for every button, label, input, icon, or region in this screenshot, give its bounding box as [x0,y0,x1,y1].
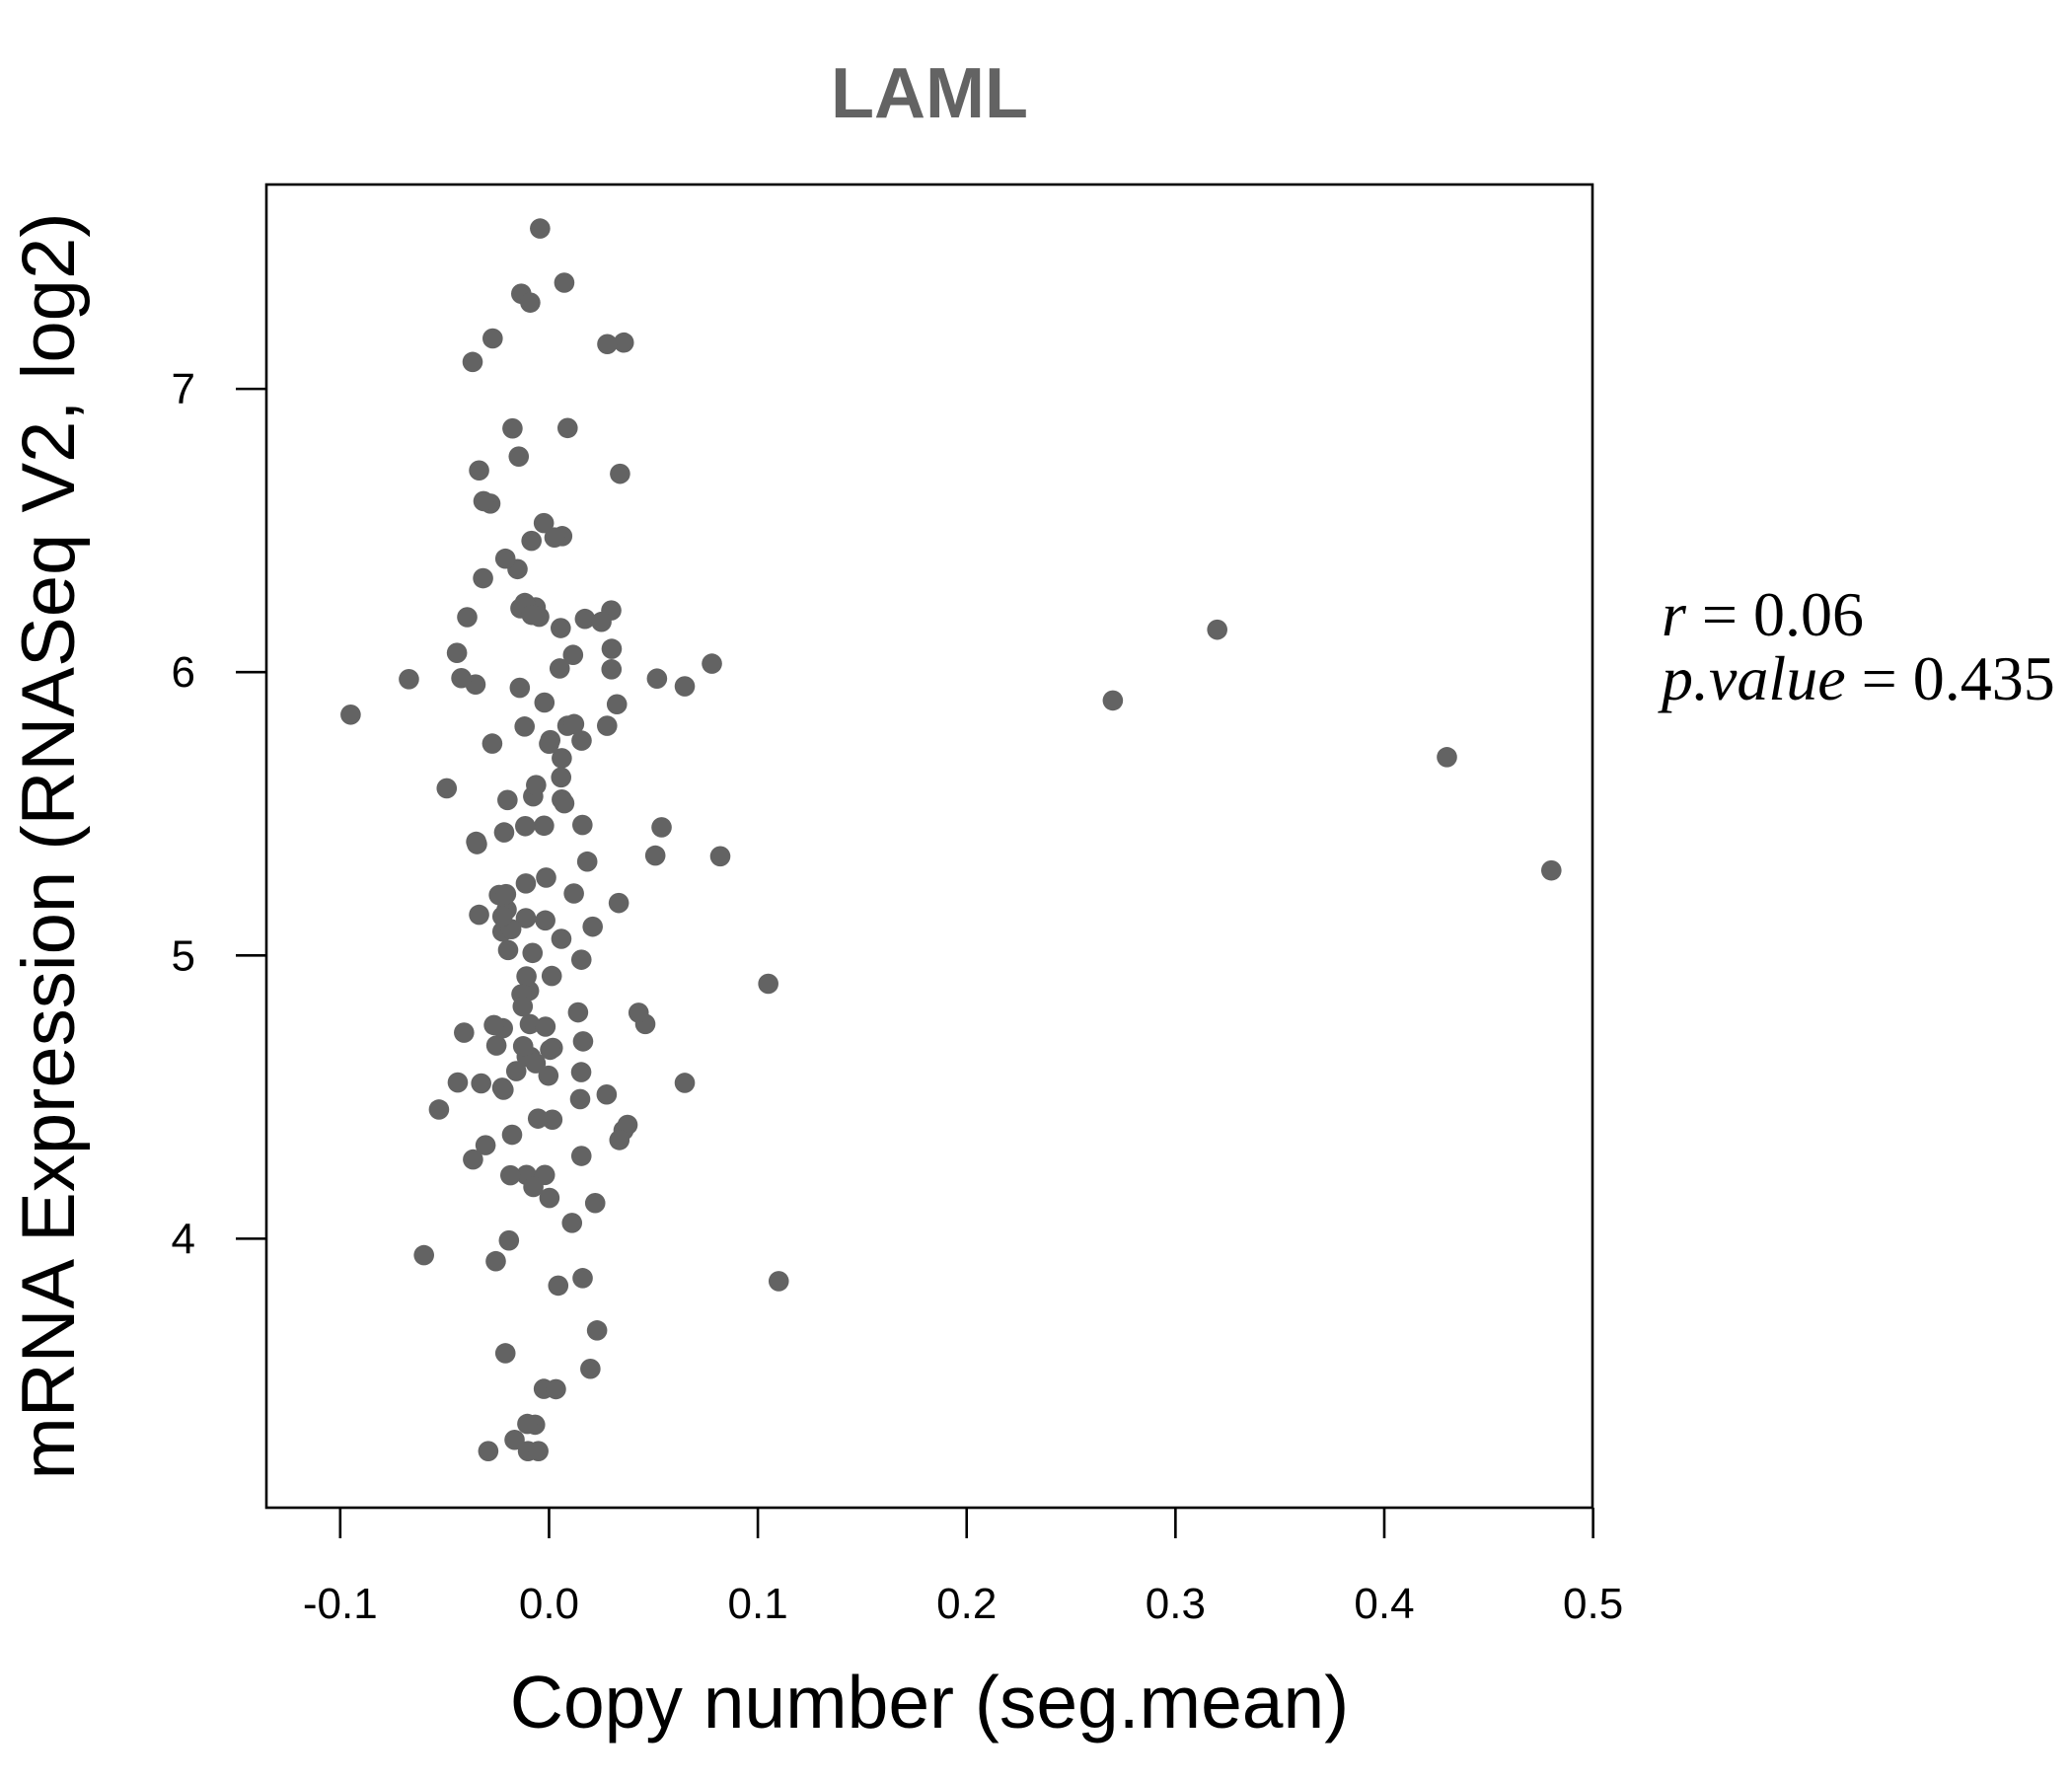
svg-text:0.5: 0.5 [1563,1580,1623,1628]
svg-text:LAML: LAML [831,54,1028,133]
svg-text:0.1: 0.1 [728,1580,788,1628]
svg-text:4: 4 [172,1215,195,1263]
svg-text:0.4: 0.4 [1354,1580,1414,1628]
svg-text:p.value = 0.435: p.value = 0.435 [1658,643,2055,713]
svg-text:0.3: 0.3 [1146,1580,1206,1628]
svg-text:5: 5 [172,931,195,980]
svg-text:0.0: 0.0 [519,1580,579,1628]
svg-text:-0.1: -0.1 [303,1580,378,1628]
svg-text:0.2: 0.2 [936,1580,997,1628]
svg-text:7: 7 [172,365,195,413]
svg-text:r = 0.06: r = 0.06 [1662,579,1864,649]
svg-text:6: 6 [172,648,195,697]
svg-text:mRNA Expression (RNASeq V2, lo: mRNA Expression (RNASeq V2, log2) [7,212,91,1479]
svg-text:Copy number (seg.mean): Copy number (seg.mean) [510,1661,1349,1744]
